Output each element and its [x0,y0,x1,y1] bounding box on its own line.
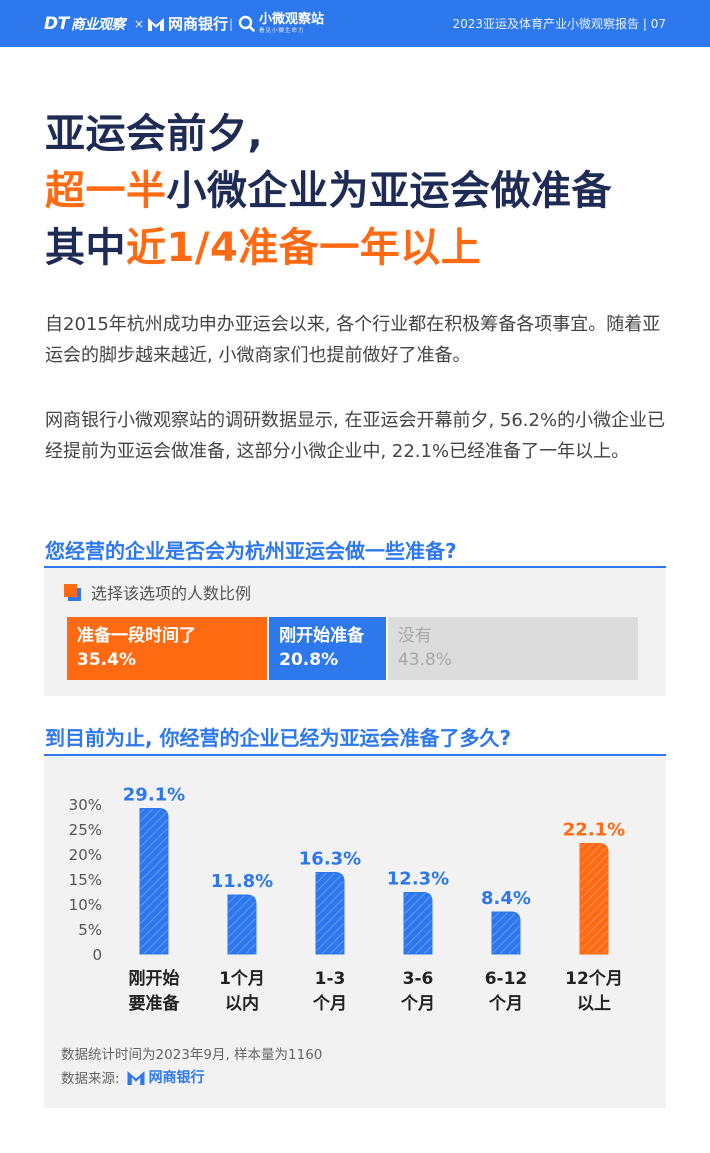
x-tick-label: 个月 [312,993,347,1014]
bar [579,843,609,955]
headline-line-3-text: 其中 [45,225,126,271]
data-source-label: 数据来源: [61,1071,120,1087]
bar-value-label: 11.8% [211,871,273,892]
x-tick-label: 刚开始 [129,968,180,989]
headline-line-2-text: 小微企业为亚运会做准备 [166,168,612,214]
station-logo: 小微观察站 看见小微生命力 [238,0,324,47]
section-2-title: 到目前为止, 你经营的企业已经为亚运会准备了多久? [45,726,512,750]
header-bar: DT 商业观察 × 网商银行 | 小微观察站 看见小微生命力 2023亚运及体育… [0,0,710,47]
bar-value-label: 22.1% [563,820,625,841]
mybank-icon [127,1070,145,1085]
stack-segment-2: 刚开始准备 20.8% [269,617,388,680]
source-logo: 网商银行 [126,1067,205,1087]
stack-segment-label: 刚开始准备 [279,626,365,646]
magnifier-icon [238,15,255,32]
stack-segment-1: 准备一段时间了 35.4% [67,617,270,680]
legend-label: 选择该选项的人数比例 [91,584,252,603]
mybank-logo: 网商银行 [147,0,228,47]
bar [315,872,345,955]
bar [227,894,257,955]
headline-accent-2: 近1/4准备一年以上 [126,225,482,271]
bar [403,892,433,955]
y-tick-label: 30% [69,796,102,814]
stacked-bar-chart: 准备一段时间了 35.4% 刚开始准备 20.8% 没有 43.8% [67,617,638,680]
section-1-divider [44,566,666,568]
dt-logo: DT 商业观察 [44,0,125,47]
report-title: 2023亚运及体育产业小微观察报告 | 07 [452,17,666,31]
dt-logo-mark: DT [44,13,69,34]
data-source: 数据来源: 网商银行 [61,1067,205,1087]
y-tick-label: 15% [69,871,102,889]
x-tick-label: 1-3 [315,969,346,989]
section-1-title: 您经营的企业是否会为杭州亚运会做一些准备? [45,539,457,563]
x-tick-label: 以内 [225,993,259,1014]
page-headline: 亚运会前夕, 超一半小微企业为亚运会做准备 其中近1/4准备一年以上 [45,106,612,277]
station-logo-text: 小微观察站 [259,12,325,28]
dt-logo-text: 商业观察 [70,16,126,33]
x-tick-label: 6-12 [485,969,528,989]
headline-line-2: 超一半小微企业为亚运会做准备 [45,163,612,220]
brand-separator: | [229,16,234,31]
stack-segment-value: 20.8% [279,650,339,670]
bar [139,808,169,955]
stack-segment-label: 没有 [397,626,432,646]
station-logo-slogan: 看见小微生命力 [259,27,305,34]
x-tick-label: 个月 [488,993,523,1014]
mybank-logo-text: 网商银行 [168,15,229,33]
stack-segment-value: 43.8% [397,650,452,670]
intro-paragraph-1: 自2015年杭州成功申办亚运会以来, 各个行业都在积极筹备各项事宜。随着亚运会的… [45,314,661,366]
y-tick-label: 20% [69,846,102,864]
x-tick-label: 个月 [400,993,435,1014]
headline-accent-1: 超一半 [45,168,167,214]
x-tick-label: 3-6 [403,969,434,989]
legend: 选择该选项的人数比例 [64,580,251,604]
y-tick-label: 0 [92,946,102,964]
x-tick-label: 以上 [577,994,611,1014]
mybank-icon [148,17,164,31]
data-note: 数据统计时间为2023年9月, 样本量为1160 [61,1047,323,1063]
intro-paragraph-2: 网商银行小微观察站的调研数据显示, 在亚运会开幕前夕, 56.2%的小微企业已经… [45,410,666,462]
source-logo-text: 网商银行 [148,1070,205,1086]
bar-value-label: 8.4% [481,888,531,909]
headline-line-3: 其中近1/4准备一年以上 [45,220,612,277]
bar-value-label: 12.3% [387,869,449,890]
y-tick-label: 25% [69,821,102,839]
y-tick-label: 10% [69,896,102,914]
x-tick-label: 12个月 [565,968,623,989]
bar-value-label: 29.1% [123,785,185,806]
bar-value-label: 16.3% [299,849,361,870]
stack-segment-value: 35.4% [77,650,136,670]
legend-swatch [64,583,81,601]
x-tick-label: 要准备 [129,993,181,1014]
brand-separator-x: × [134,16,145,31]
stack-segment-3: 没有 43.8% [387,617,638,680]
bar [491,911,521,955]
section-2-divider [44,754,666,756]
x-tick-label: 1个月 [219,968,265,989]
y-tick-label: 5% [78,921,102,939]
headline-line-1: 亚运会前夕, [45,111,264,157]
stack-segment-label: 准备一段时间了 [77,626,196,646]
